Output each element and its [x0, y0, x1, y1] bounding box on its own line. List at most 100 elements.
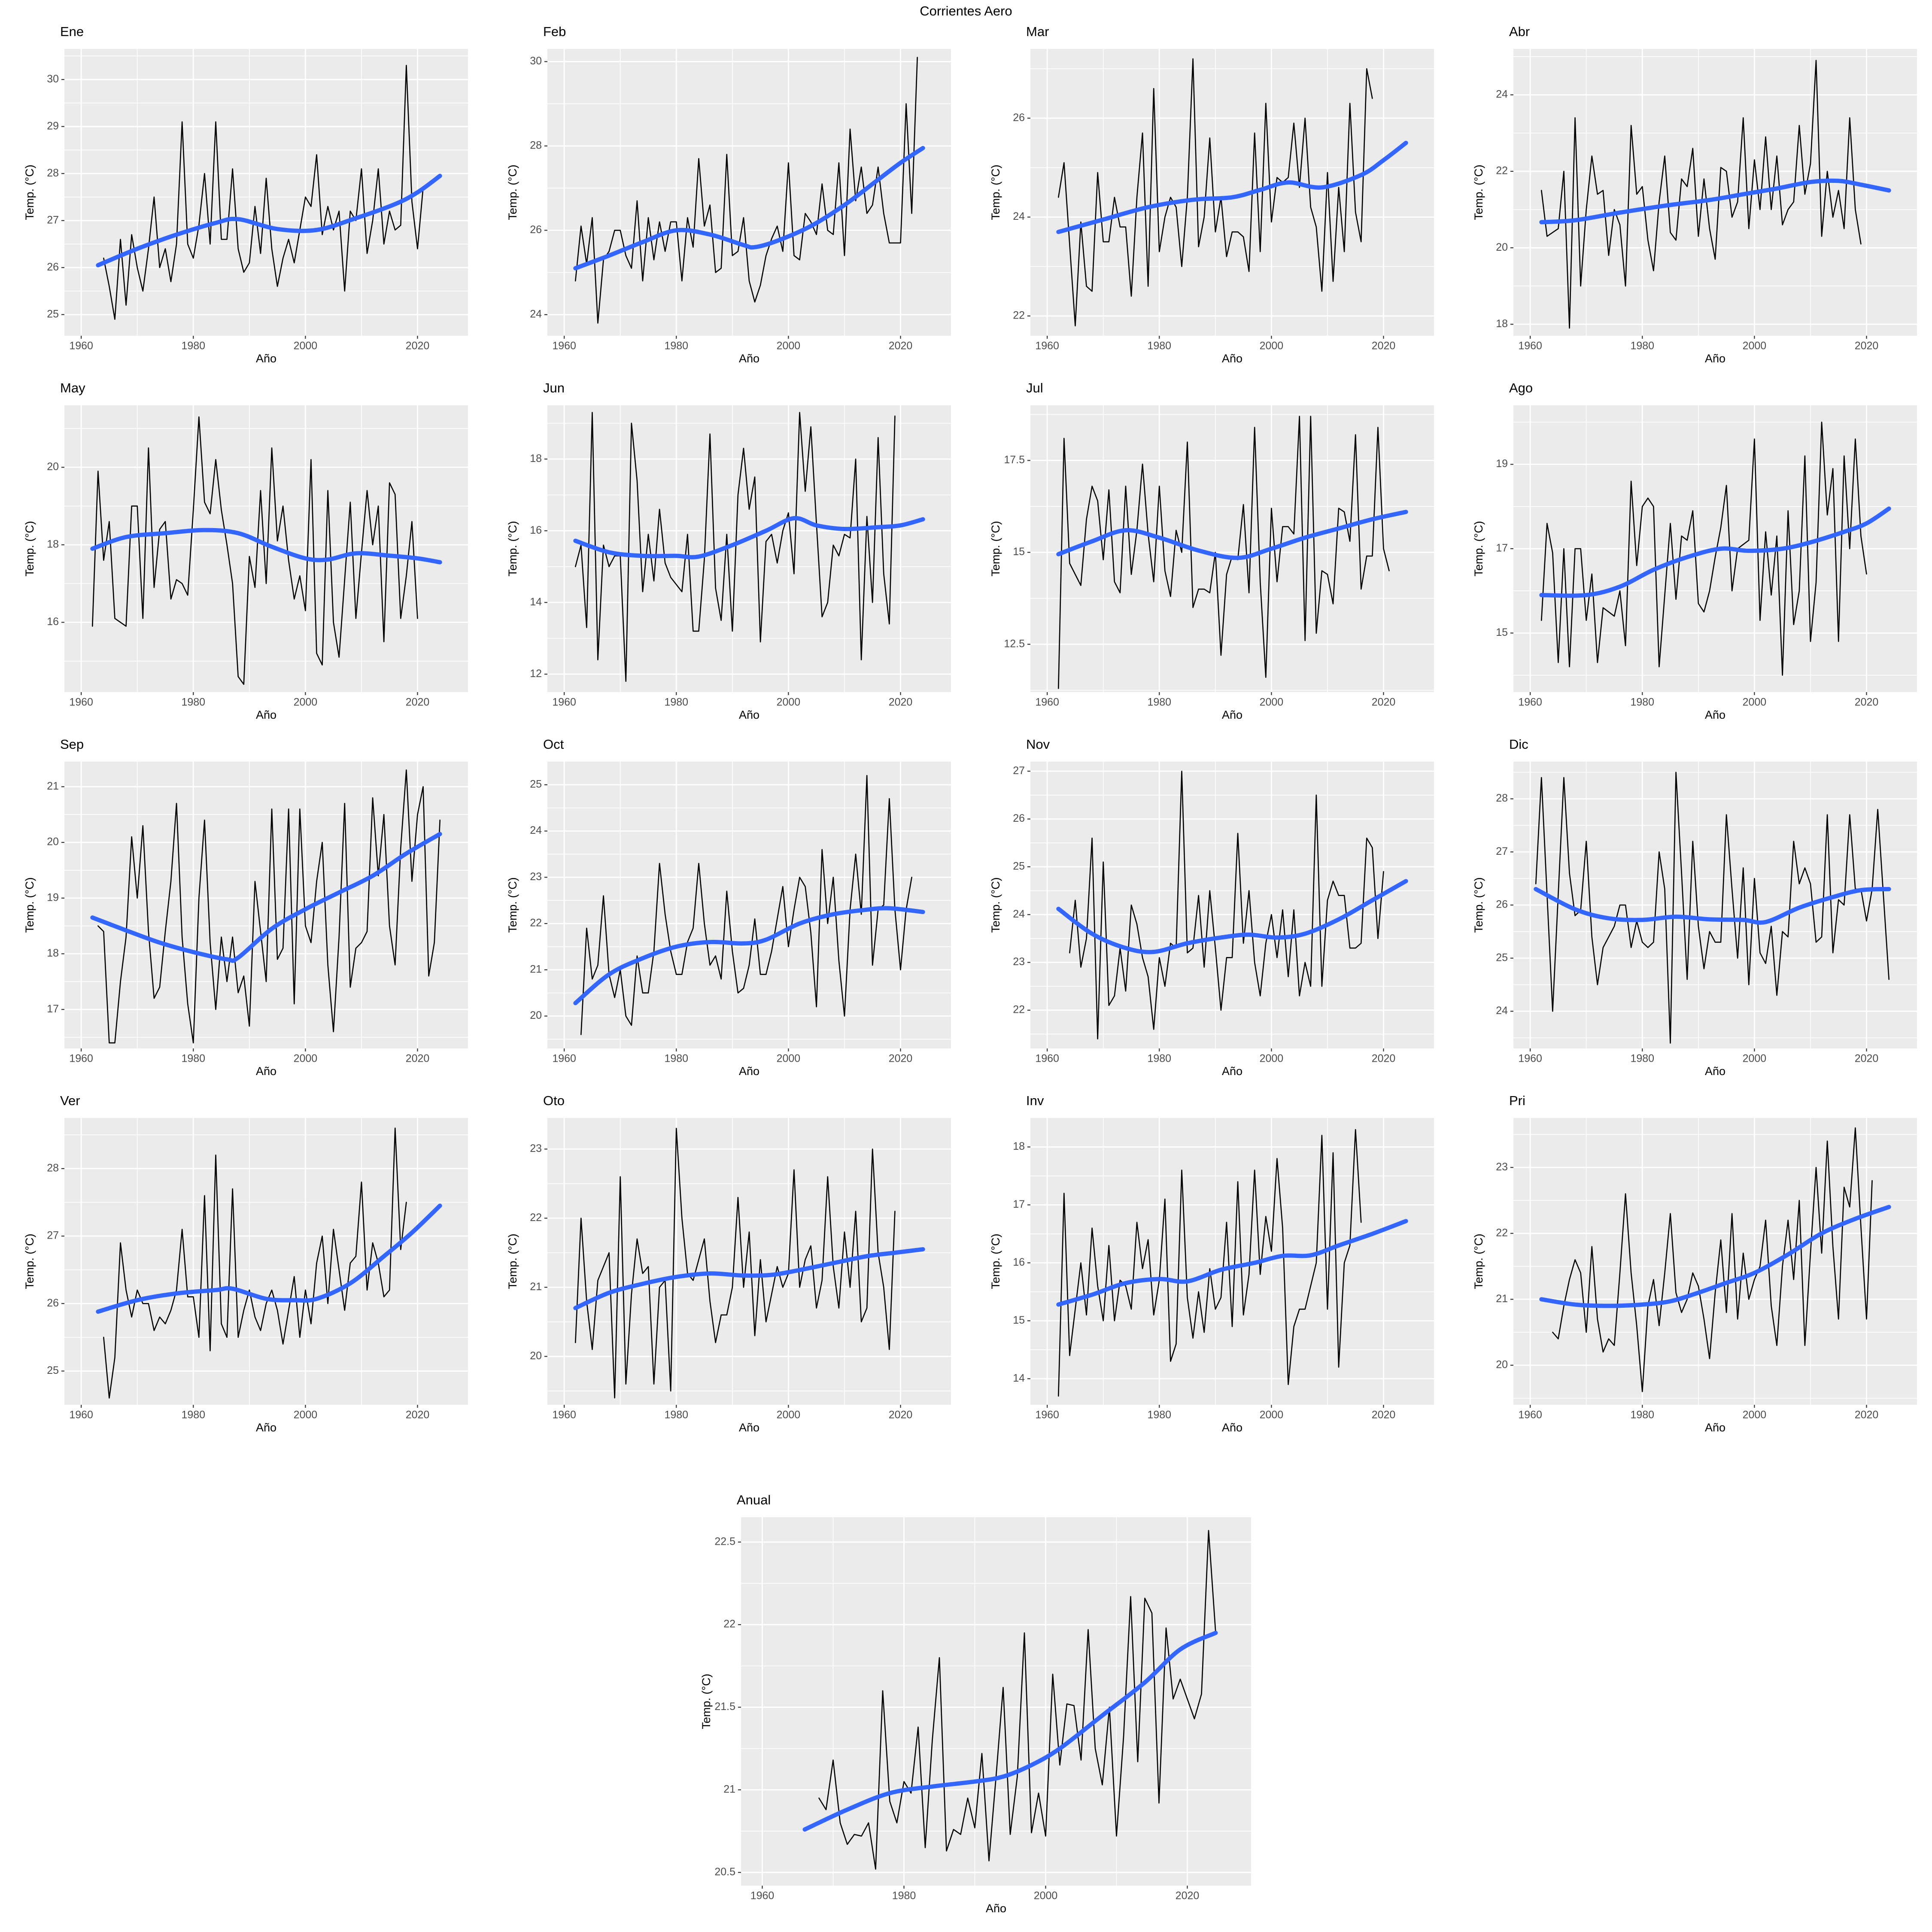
y-tick-label: 25 [1496, 951, 1508, 963]
y-axis: 20 21 22 23 24 25 [530, 778, 547, 1021]
facet-plot-feb: 24 26 28 30 1960 1980 2000 2020 Año Temp. (°C) [506, 49, 951, 365]
gridlines [547, 49, 951, 336]
y-tick-label: 16 [530, 524, 542, 536]
x-tick-label: 2000 [294, 696, 318, 708]
y-tick-label: 14 [530, 596, 542, 608]
x-axis: 1960 1980 2000 2020 [1035, 692, 1395, 708]
y-axis-title: Temp. (°C) [1472, 877, 1485, 933]
trend-line [90, 528, 442, 565]
y-axis: 25 26 27 28 29 30 [47, 73, 64, 320]
x-tick-label: 2020 [1372, 340, 1396, 352]
panel-background [1030, 49, 1434, 336]
facet-plot-area: 12.5 15 17.5 1960 1980 2000 2020 Año Temp. (°C) [966, 398, 1449, 735]
facet-title: Pri [1509, 1093, 1525, 1108]
y-tick-label: 21 [47, 780, 59, 792]
x-tick-label: 1980 [1147, 696, 1171, 708]
facet-title: Abr [1509, 24, 1530, 39]
y-axis-title: Temp. (°C) [23, 1233, 36, 1289]
facet-panel-mar: Mar 22 24 26 1960 1980 2000 2020 Año Temp. (°C) [966, 22, 1449, 379]
trend-line [1056, 510, 1408, 560]
y-tick-label: 20 [1496, 1358, 1508, 1370]
facet-title: Oct [543, 737, 564, 752]
y-axis: 14 15 16 17 18 [1013, 1140, 1030, 1384]
y-tick-label: 20 [530, 1350, 542, 1362]
y-axis-title: Temp. (°C) [989, 1233, 1002, 1289]
gridlines [1030, 49, 1434, 336]
y-axis-title: Temp. (°C) [506, 521, 519, 576]
y-tick-label: 22.5 [714, 1535, 735, 1547]
gridlines [64, 762, 468, 1048]
x-tick-label: 2020 [406, 696, 430, 708]
x-tick-label: 1980 [181, 1053, 205, 1065]
x-axis: 1960 1980 2000 2020 [552, 336, 912, 352]
y-tick-label: 17.5 [1004, 454, 1025, 466]
x-axis: 1960 1980 2000 2020 [750, 1886, 1199, 1902]
x-tick-label: 1960 [1518, 1053, 1542, 1065]
x-tick-label: 2020 [1855, 1409, 1879, 1421]
facet-plot-abr: 18 20 22 24 1960 1980 2000 2020 Año Temp. (°C) [1472, 49, 1917, 365]
facet-plot-area: 14 15 16 17 18 1960 1980 2000 2020 Año Temp. (°C) [966, 1110, 1449, 1448]
panel-background [64, 405, 468, 692]
x-tick-label: 2000 [1743, 1053, 1767, 1065]
facet-title: Feb [543, 24, 566, 39]
x-tick-label: 1980 [892, 1890, 916, 1902]
y-tick-label: 22 [1496, 165, 1508, 177]
series-line [1057, 1129, 1362, 1397]
x-tick-label: 2020 [406, 1053, 430, 1065]
x-axis: 1960 1980 2000 2020 [69, 336, 429, 352]
y-axis: 12 14 16 18 [530, 453, 547, 680]
facet-plot-area: 15 17 19 1960 1980 2000 2020 Año Temp. (°C) [1449, 398, 1932, 735]
y-axis-title: Temp. (°C) [506, 877, 519, 933]
trend-line [573, 906, 925, 1005]
x-axis-title: Año [1705, 1065, 1725, 1078]
facet-plot-area: 24 26 28 30 1960 1980 2000 2020 Año Temp. (°C) [483, 41, 966, 379]
series-line [1540, 60, 1862, 329]
gridlines [547, 405, 951, 692]
y-axis-title: Temp. (°C) [700, 1674, 713, 1729]
x-tick-label: 2000 [1743, 340, 1767, 352]
y-tick-label: 28 [1496, 792, 1508, 804]
y-tick-label: 22 [1013, 310, 1025, 322]
facet-plot-ver: 25 26 27 28 1960 1980 2000 2020 Año Temp. (°C) [23, 1118, 468, 1434]
x-tick-label: 2000 [1260, 1053, 1284, 1065]
facet-panel-dic: Dic 24 25 26 27 28 1960 1980 2000 2020 Año Temp. (°… [1449, 735, 1932, 1091]
facet-panel-may: May 16 18 20 1960 1980 2000 2020 Año Temp. (°C) [0, 379, 483, 735]
x-tick-label: 1980 [181, 1409, 205, 1421]
x-tick-label: 2020 [1372, 696, 1396, 708]
y-axis-title: Temp. (°C) [1472, 1233, 1485, 1289]
y-axis-title: Temp. (°C) [506, 164, 519, 220]
x-tick-label: 2020 [1855, 340, 1879, 352]
y-axis: 16 18 20 [47, 461, 64, 628]
panel-background [1030, 405, 1434, 692]
facet-panel-ene: Ene 25 26 27 28 29 30 1960 1980 2000 2020 Año Temp. … [0, 22, 483, 379]
y-tick-label: 22 [530, 1212, 542, 1224]
x-axis-title: Año [1705, 1421, 1725, 1434]
panel-background [1030, 1118, 1434, 1405]
y-tick-label: 23 [1013, 956, 1025, 968]
facet-plot-area: 22 23 24 25 26 27 1960 1980 2000 2020 Año Temp. (°C… [966, 754, 1449, 1091]
facet-title: Sep [60, 737, 84, 752]
facet-plot-anual: 20.5 21 21.5 22 22.5 1960 1980 2000 2020 Año Temp.… [700, 1517, 1251, 1915]
facet-plot-inv: 14 15 16 17 18 1960 1980 2000 2020 Año Temp. (°C) [989, 1118, 1434, 1434]
facet-panel-oct: Oct 20 21 22 23 24 25 1960 1980 2000 2020 Año Temp. … [483, 735, 966, 1091]
y-axis-title: Temp. (°C) [989, 164, 1002, 220]
x-tick-label: 1960 [750, 1890, 775, 1902]
facet-plot-pri: 20 21 22 23 1960 1980 2000 2020 Año Temp. (°C) [1472, 1118, 1917, 1434]
x-tick-label: 2000 [1034, 1890, 1058, 1902]
x-tick-label: 2000 [1743, 696, 1767, 708]
y-tick-label: 22 [530, 917, 542, 929]
panel-background [547, 49, 951, 336]
panel-background [1513, 1118, 1917, 1405]
y-tick-label: 20 [1496, 241, 1508, 253]
facet-plot-area: 25 26 27 28 1960 1980 2000 2020 Año Temp. (°C) [0, 1110, 483, 1448]
y-axis: 25 26 27 28 [47, 1162, 64, 1376]
y-axis: 18 20 22 24 [1496, 88, 1513, 330]
x-axis-title: Año [1222, 352, 1242, 365]
panel-background [64, 49, 468, 336]
facet-panel-jul: Jul 12.5 15 17.5 1960 1980 2000 2020 Año Temp. (°… [966, 379, 1449, 735]
x-tick-label: 1960 [1518, 696, 1542, 708]
x-tick-label: 2000 [1260, 1409, 1284, 1421]
x-axis: 1960 1980 2000 2020 [552, 692, 912, 708]
series-line [1057, 58, 1373, 327]
